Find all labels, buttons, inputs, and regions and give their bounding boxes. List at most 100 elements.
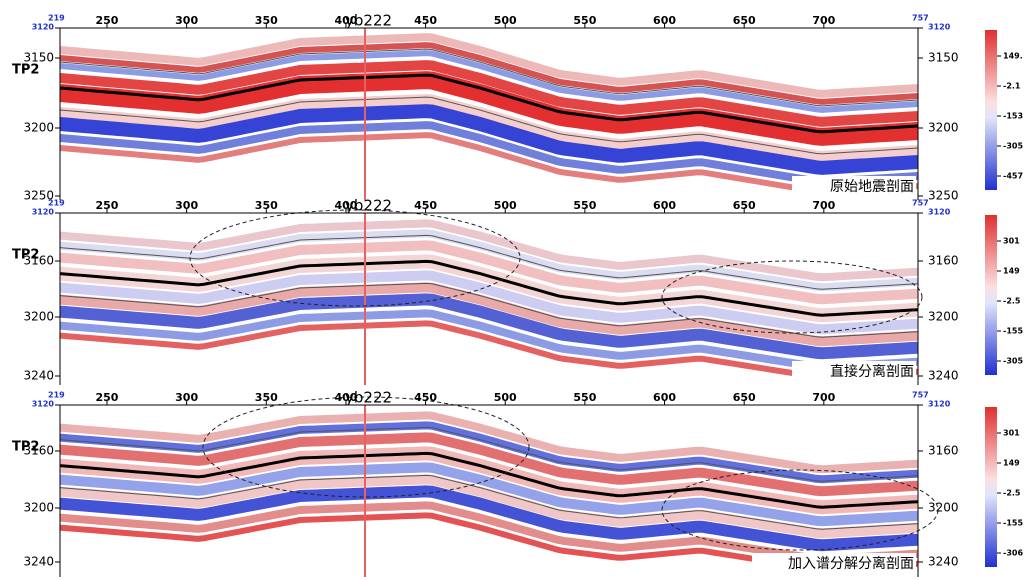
x-tick-label: 600 <box>653 391 676 404</box>
x-tick-label: 350 <box>255 14 278 27</box>
amplitude-band <box>60 121 918 186</box>
amplitude-band <box>60 293 918 360</box>
horizon-tp2 <box>60 73 918 134</box>
x-tick-label: 350 <box>255 199 278 212</box>
panel-title: 直接分离剖面 <box>830 363 914 380</box>
colorbar <box>985 215 997 375</box>
x-tick-label: 600 <box>653 199 676 212</box>
y-tick-label-left: 3200 <box>23 121 54 135</box>
well-label: yb222 <box>345 197 392 215</box>
horizon-thin <box>60 474 918 530</box>
title-bg <box>792 176 916 196</box>
amplitude-band <box>60 132 918 195</box>
horizon-thin <box>60 48 918 107</box>
y-tick-label-left: 3150 <box>23 51 54 65</box>
amplitude-band <box>60 462 918 527</box>
y-tick-label-left: 3120 <box>32 23 55 32</box>
amplitude-band <box>60 33 918 98</box>
x-tick-label: 550 <box>573 14 596 27</box>
x-tick-label: 400 <box>334 391 357 404</box>
amplitude-band <box>60 309 918 372</box>
x-tick-label: 500 <box>494 14 517 27</box>
colorbar-label: 149 <box>1003 267 1020 276</box>
x-tick-label: 400 <box>334 199 357 212</box>
highlight-ellipse <box>661 469 939 551</box>
x-tick-label: 500 <box>494 391 517 404</box>
colorbar-label: 301 <box>1003 237 1020 246</box>
x-tick-label: 450 <box>414 391 437 404</box>
amplitude-band <box>60 94 918 161</box>
x-tick-label: 250 <box>95 199 118 212</box>
y-tick-label-right: 3120 <box>928 23 951 32</box>
x-tick-label: 700 <box>812 199 835 212</box>
y-tick-label-left: 3200 <box>23 310 54 324</box>
x-axis-start: 219 <box>48 199 65 208</box>
y-tick-label-left: 3200 <box>23 501 54 515</box>
colorbar <box>985 407 997 567</box>
y-tick-label-right: 3250 <box>928 189 959 203</box>
colorbar-label: 301 <box>1003 429 1020 438</box>
colorbar-label: 149. <box>1003 52 1023 61</box>
y-tick-label-right: 3160 <box>928 254 959 268</box>
y-tick-label-left: 3120 <box>32 208 55 217</box>
panel: 219 757 250 300 350 400 450 500 550 600 650 700 3120… <box>12 389 1023 577</box>
x-tick-label: 550 <box>573 391 596 404</box>
x-tick-label: 700 <box>812 14 835 27</box>
amplitude-band <box>60 320 918 381</box>
colorbar-label: -305 <box>1003 142 1023 151</box>
x-tick-label: 500 <box>494 199 517 212</box>
y-tick-label-right: 3240 <box>928 555 959 569</box>
colorbar-label: -2.1 <box>1003 82 1021 91</box>
x-axis-end: 757 <box>912 391 929 400</box>
amplitude-band <box>60 432 918 497</box>
horizon-label: TP2 <box>12 440 39 455</box>
title-bg <box>792 361 916 381</box>
colorbar <box>985 30 997 190</box>
amplitude-band <box>60 270 918 335</box>
x-tick-label: 550 <box>573 199 596 212</box>
panel: 219 757 250 300 350 400 450 500 550 600 650 700 3120… <box>12 12 1023 203</box>
horizon-thin <box>60 96 918 155</box>
x-axis-end: 757 <box>912 199 929 208</box>
section <box>60 411 918 573</box>
colorbar-label: -305 <box>1003 357 1023 366</box>
y-tick-label-right: 3200 <box>928 501 959 515</box>
horizon-thin <box>60 234 918 290</box>
x-tick-label: 650 <box>733 391 756 404</box>
title-bg <box>752 553 916 573</box>
colorbar-label: -306 <box>1003 549 1023 558</box>
colorbar-label: -155 <box>1003 519 1023 528</box>
panel: 219 757 250 300 350 400 450 500 550 600 650 700 3120… <box>12 197 1023 385</box>
horizon-thin <box>60 282 918 338</box>
section <box>60 219 918 381</box>
panel-title: 加入谱分解分离剖面 <box>788 555 914 572</box>
y-tick-label-left: 3160 <box>23 254 54 268</box>
horizon-thin <box>60 426 918 482</box>
y-tick-label-right: 3150 <box>928 51 959 65</box>
highlight-ellipse <box>189 209 521 307</box>
y-tick-label-left: 3120 <box>32 400 55 409</box>
x-tick-label: 700 <box>812 391 835 404</box>
x-axis-end: 757 <box>912 14 929 23</box>
horizon-tp2 <box>60 451 918 509</box>
y-tick-label-left: 3160 <box>23 444 54 458</box>
amplitude-band <box>60 71 918 146</box>
well-label: yb222 <box>345 389 392 407</box>
panel-title: 原始地震剖面 <box>830 179 914 195</box>
colorbar-label: -155 <box>1003 327 1023 336</box>
y-tick-label-right: 3200 <box>928 121 959 135</box>
x-tick-label: 300 <box>175 391 198 404</box>
x-tick-label: 250 <box>95 391 118 404</box>
x-tick-label: 250 <box>95 14 118 27</box>
x-tick-label: 600 <box>653 14 676 27</box>
colorbar-label: -153 <box>1003 112 1023 121</box>
y-tick-label-left: 3240 <box>23 555 54 569</box>
x-tick-label: 300 <box>175 199 198 212</box>
amplitude-band <box>60 104 918 175</box>
y-tick-label-left: 3250 <box>23 189 54 203</box>
x-tick-label: 450 <box>414 14 437 27</box>
amplitude-band <box>60 240 918 305</box>
y-tick-label-right: 3160 <box>928 444 959 458</box>
colorbar-label: -2.5 <box>1003 489 1021 498</box>
